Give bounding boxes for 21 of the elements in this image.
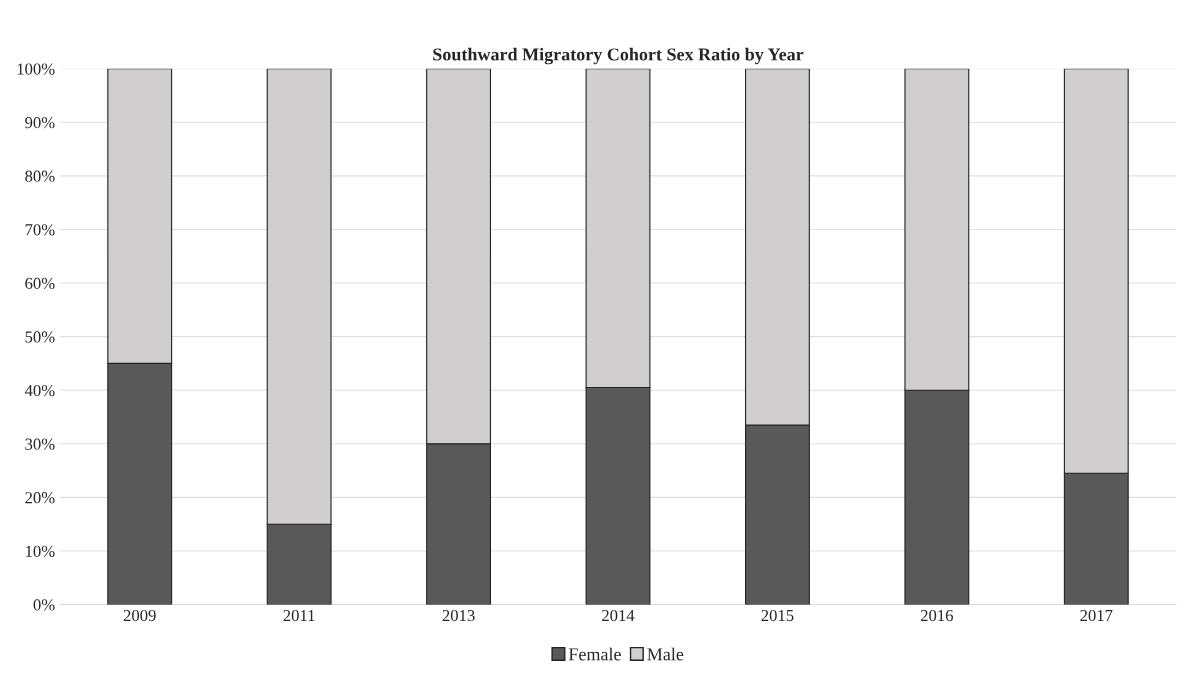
y-tick-label: 40% (24, 384, 55, 397)
legend-label: Female (568, 647, 621, 661)
x-tick-label: 2017 (1080, 609, 1113, 622)
x-tick-label: 2016 (920, 609, 954, 622)
x-tick-label: 2015 (761, 609, 794, 622)
y-tick-label: 20% (25, 492, 55, 504)
y-tick-label: 90% (25, 116, 55, 129)
y-tick-label: 80% (25, 170, 55, 182)
x-tick-label: 2009 (123, 609, 156, 622)
y-tick-label: 50% (25, 331, 55, 343)
y-tick-label: 0% (33, 599, 55, 611)
y-tick-label: 100% (17, 63, 55, 75)
x-tick-label: 2011 (283, 609, 315, 622)
y-tick-label: 70% (25, 224, 55, 236)
legend-label: Male (647, 647, 684, 661)
x-tick-label: 2013 (442, 609, 475, 622)
y-tick-label: 30% (25, 438, 55, 450)
x-tick-label: 2014 (602, 609, 635, 622)
chart-title: Southward Migratory Cohort Sex Ratio by Year (433, 47, 804, 65)
y-tick-label: 10% (26, 545, 55, 557)
y-tick-label: 60% (25, 277, 55, 290)
